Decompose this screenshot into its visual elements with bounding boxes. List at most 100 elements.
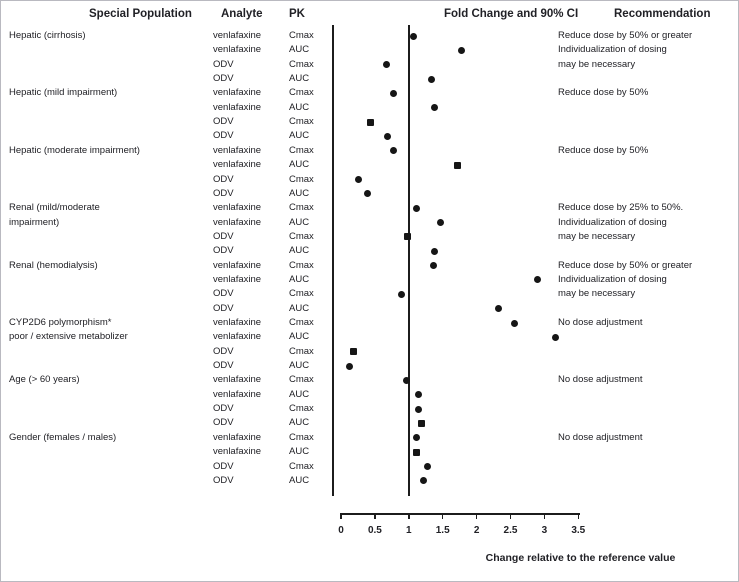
row-analyte-label: venlafaxine <box>213 259 262 271</box>
row-pk-label: Cmax <box>289 259 314 271</box>
row-recommendation-label: may be necessary <box>558 230 636 242</box>
data-point-marker <box>534 276 542 284</box>
row-pk-label: AUC <box>289 273 310 285</box>
row-recommendation-label: Reduce dose by 50% or greater <box>558 30 693 41</box>
row-recommendation-label: may be necessary <box>558 288 636 300</box>
row-pk-label: Cmax <box>289 317 314 328</box>
data-point-marker <box>350 348 358 356</box>
row-pk-label: Cmax <box>289 230 314 242</box>
data-point-marker <box>382 61 390 69</box>
data-point-marker <box>552 333 560 341</box>
row-population-label: Age (> 60 years) <box>9 374 80 386</box>
x-axis-tick-label: 1.5 <box>435 525 450 536</box>
row-recommendation-label: Reduce dose by 50% <box>558 87 649 99</box>
row-population-label: poor / extensive metabolizer <box>9 331 128 343</box>
data-point-marker <box>410 32 418 40</box>
row-pk-label: AUC <box>289 302 310 314</box>
row-analyte-label: ODV <box>213 403 234 415</box>
data-point-marker <box>345 362 353 370</box>
row-recommendation-label: Individualization of dosing <box>558 216 667 228</box>
row-pk-label: Cmax <box>289 58 314 70</box>
row-population-label: impairment) <box>9 216 60 228</box>
data-point-marker <box>363 190 371 198</box>
row-recommendation-label: No dose adjustment <box>558 317 643 328</box>
row-analyte-label: ODV <box>213 187 234 199</box>
row-pk-label: AUC <box>289 417 310 429</box>
data-point-marker <box>413 434 421 442</box>
row-analyte-label: venlafaxine <box>213 216 262 228</box>
data-point-marker <box>415 405 423 413</box>
x-axis-tick-label: 1 <box>406 525 412 536</box>
row-pk-label: Cmax <box>289 345 314 357</box>
data-point-marker <box>412 204 420 212</box>
row-analyte-label: ODV <box>213 360 234 372</box>
data-point-marker <box>389 147 397 155</box>
data-point-marker <box>415 391 423 399</box>
row-population-label: Gender (females / males) <box>9 431 117 443</box>
row-analyte-label: ODV <box>213 173 234 185</box>
x-axis-tick-label: 3 <box>541 525 548 536</box>
row-analyte-label: venlafaxine <box>213 331 262 343</box>
row-pk-label: Cmax <box>289 202 314 214</box>
data-point-marker <box>431 247 439 255</box>
row-analyte-label: ODV <box>213 417 234 429</box>
row-recommendation-label: Reduce dose by 25% to 50%. <box>558 202 684 214</box>
row-analyte-label: venlafaxine <box>213 30 262 41</box>
row-pk-label: Cmax <box>289 460 314 472</box>
header-recommendation: Recommendation <box>614 8 711 20</box>
row-analyte-label: venlafaxine <box>213 388 262 400</box>
row-recommendation-label: No dose adjustment <box>558 374 643 386</box>
row-analyte-label: ODV <box>213 130 234 142</box>
row-analyte-label: ODV <box>213 474 234 486</box>
row-analyte-label: ODV <box>213 73 234 85</box>
row-pk-label: AUC <box>289 44 310 56</box>
data-point-marker <box>495 305 503 313</box>
x-axis-tick-label: 2.5 <box>503 525 518 536</box>
row-pk-label: Cmax <box>289 403 314 415</box>
row-analyte-label: ODV <box>213 460 234 472</box>
data-point-marker <box>390 89 398 97</box>
data-point-marker <box>397 290 405 298</box>
x-axis-tick-label: 2 <box>473 525 480 536</box>
row-pk-label: Cmax <box>289 30 314 41</box>
x-axis-tick <box>543 513 546 519</box>
row-pk-label: Cmax <box>289 144 314 156</box>
data-point-marker <box>454 161 462 169</box>
row-pk-label: AUC <box>289 360 310 372</box>
row-pk-label: Cmax <box>289 431 314 443</box>
row-analyte-label: venlafaxine <box>213 317 262 328</box>
data-point-marker <box>366 118 374 126</box>
row-pk-label: Cmax <box>289 116 314 128</box>
row-pk-label: AUC <box>289 159 310 171</box>
data-point-marker <box>458 46 466 54</box>
row-analyte-label: ODV <box>213 230 234 242</box>
row-analyte-label: venlafaxine <box>213 202 262 214</box>
row-pk-label: AUC <box>289 474 310 486</box>
row-analyte-label: venlafaxine <box>213 159 262 171</box>
row-pk-label: AUC <box>289 245 310 257</box>
x-axis-tick <box>340 513 342 519</box>
row-analyte-label: venlafaxine <box>213 87 262 99</box>
row-pk-label: AUC <box>289 331 310 343</box>
reference-line <box>408 25 410 496</box>
x-axis-tick <box>577 513 580 519</box>
row-pk-label: AUC <box>289 446 310 458</box>
row-analyte-label: ODV <box>213 245 234 257</box>
row-analyte-label: ODV <box>213 116 234 128</box>
row-pk-label: AUC <box>289 187 310 199</box>
row-population-label: Renal (mild/moderate <box>9 202 100 214</box>
row-population-label: Hepatic (moderate impairment) <box>9 144 140 156</box>
row-analyte-label: ODV <box>213 288 234 300</box>
data-point-marker <box>417 419 425 427</box>
row-pk-label: AUC <box>289 130 310 142</box>
data-point-marker <box>403 376 411 384</box>
row-pk-label: Cmax <box>289 173 314 185</box>
x-axis-tick-label: 3.5 <box>571 525 586 536</box>
row-pk-label: AUC <box>289 216 310 228</box>
row-recommendation-label: Individualization of dosing <box>558 44 667 56</box>
row-analyte-label: venlafaxine <box>213 446 262 458</box>
header-special-population: Special Population <box>89 8 192 20</box>
row-recommendation-label: Individualization of dosing <box>558 273 667 285</box>
x-axis-tick <box>441 513 444 519</box>
